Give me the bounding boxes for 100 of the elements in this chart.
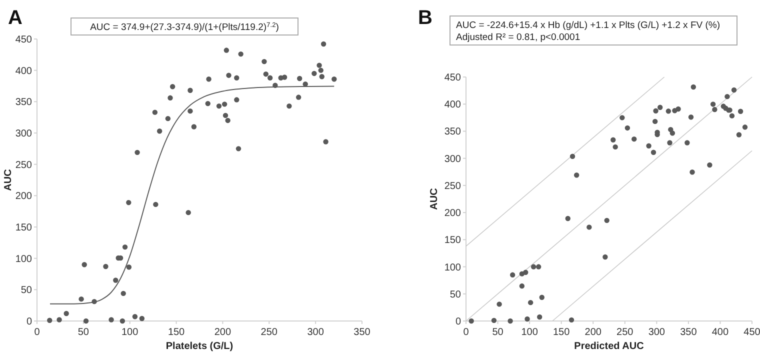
- point: [122, 244, 128, 250]
- point: [729, 113, 735, 118]
- y-tick-label: 50: [20, 285, 32, 296]
- point: [139, 316, 145, 322]
- point: [47, 318, 52, 323]
- y-tick-label: 450: [15, 34, 32, 46]
- point: [82, 262, 87, 268]
- point: [153, 202, 158, 208]
- point: [568, 317, 574, 323]
- x-tick-label: 250: [260, 327, 278, 338]
- point: [216, 103, 222, 109]
- x-tick-label: 50: [78, 327, 90, 338]
- y-tick-label: 250: [15, 160, 32, 171]
- point: [238, 51, 244, 57]
- point: [267, 75, 273, 80]
- point: [652, 118, 658, 124]
- point: [297, 76, 302, 82]
- y-tick-label: 0: [26, 316, 32, 328]
- point: [186, 210, 191, 216]
- point: [222, 112, 228, 118]
- point: [152, 110, 158, 115]
- y-tick-label: 300: [15, 128, 32, 140]
- point: [496, 302, 502, 307]
- x-tick-label: 100: [122, 327, 139, 338]
- y-tick-label: 50: [450, 289, 462, 300]
- chart-title: B: [418, 7, 432, 29]
- x-tick-label: 50: [492, 327, 504, 338]
- point: [113, 278, 118, 283]
- point: [120, 318, 126, 324]
- point: [707, 162, 712, 168]
- x-tick-label: 0: [34, 327, 40, 338]
- x-tick-label: 200: [214, 327, 232, 338]
- point: [120, 290, 126, 296]
- x-tick-label: 200: [584, 327, 602, 338]
- y-tick-label: 350: [15, 97, 32, 108]
- point: [323, 139, 328, 144]
- point: [319, 74, 324, 80]
- point: [530, 264, 536, 270]
- y-axis-title: AUC: [3, 169, 14, 191]
- point: [262, 58, 267, 64]
- point: [296, 94, 302, 100]
- x-tick-label: 300: [648, 327, 666, 338]
- point: [610, 137, 616, 142]
- point: [205, 100, 210, 106]
- point: [282, 74, 288, 80]
- x-tick-label: 350: [680, 327, 698, 338]
- y-tick-label: 150: [444, 235, 462, 246]
- text: AUC = -224.6+15.4 x Hb (g/dL) +1.1 x Plts (G/L) +1.2 x FV (%): [456, 20, 720, 31]
- point: [565, 216, 570, 222]
- point: [710, 102, 716, 107]
- point: [78, 296, 84, 302]
- point: [666, 108, 672, 114]
- point: [536, 314, 542, 320]
- point: [519, 283, 525, 289]
- point: [226, 72, 232, 78]
- point: [168, 95, 173, 101]
- point: [632, 136, 637, 142]
- point: [224, 48, 230, 53]
- point: [724, 94, 730, 100]
- x-tick-label: 300: [307, 327, 324, 338]
- point: [165, 116, 171, 122]
- point: [170, 84, 176, 90]
- point: [690, 170, 695, 175]
- y-tick-label: 450: [444, 72, 462, 84]
- point: [612, 144, 618, 150]
- point: [508, 318, 513, 324]
- y-tick-label: 300: [444, 154, 462, 165]
- point: [320, 41, 326, 47]
- y-tick-label: 150: [15, 222, 32, 234]
- x-axis-title: Predicted AUC: [574, 341, 644, 352]
- point: [738, 108, 744, 114]
- point: [690, 84, 696, 90]
- point: [650, 150, 656, 155]
- y-tick-label: 350: [444, 126, 462, 138]
- point: [712, 106, 718, 112]
- point: [539, 294, 544, 300]
- point: [653, 108, 658, 114]
- point: [468, 318, 474, 324]
- y-tick-label: 200: [15, 191, 32, 202]
- x-tick-label: 450: [744, 327, 760, 338]
- point: [225, 118, 230, 124]
- text: AUC = 374.9+(27.3-374.9)/(1+(Plts/119.2)$^{7.2}$): [90, 22, 279, 33]
- point: [316, 62, 322, 68]
- point: [191, 124, 197, 130]
- x-tick-label: 250: [616, 327, 634, 338]
- point: [736, 132, 742, 138]
- y-tick-label: 250: [444, 180, 462, 192]
- point: [132, 314, 138, 320]
- point: [731, 87, 737, 93]
- y-axis-title: AUC: [429, 188, 440, 210]
- point: [312, 70, 317, 76]
- x-axis-title: Platelets (G/L): [166, 341, 234, 352]
- point: [83, 318, 89, 324]
- point: [206, 76, 212, 82]
- point: [188, 108, 193, 114]
- point: [586, 224, 592, 230]
- point: [602, 254, 608, 260]
- point: [222, 102, 228, 107]
- point: [646, 143, 652, 148]
- point: [604, 218, 610, 224]
